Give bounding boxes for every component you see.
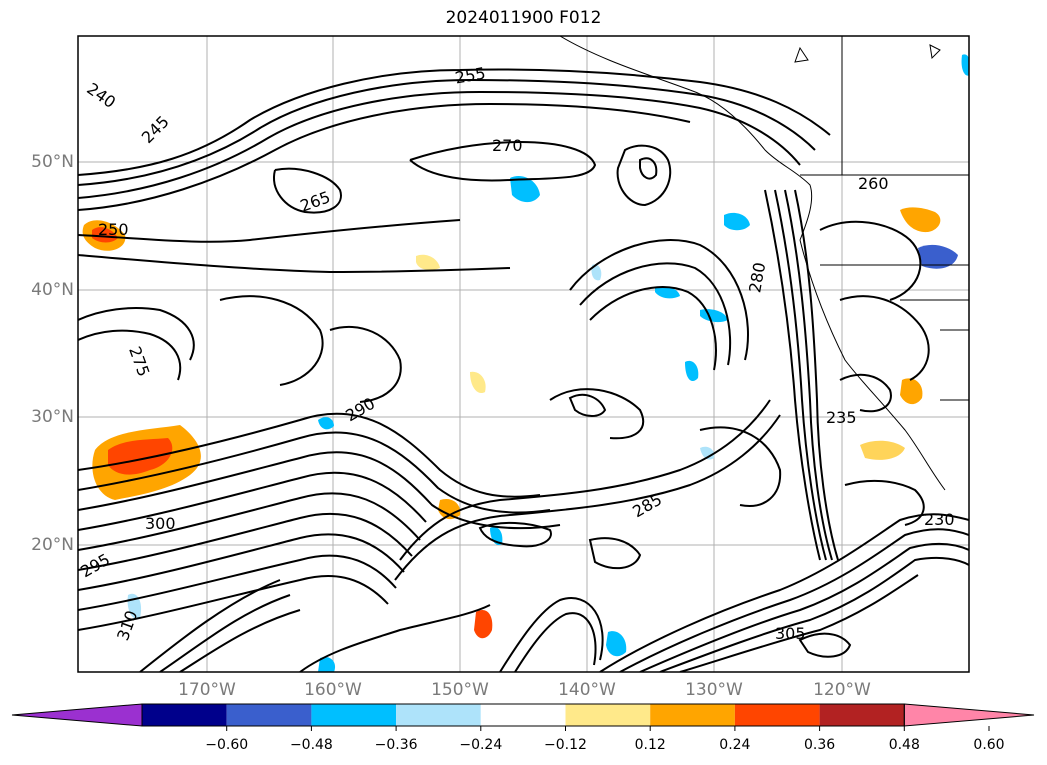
lat-label-50n: 50°N	[31, 152, 74, 172]
shaded-fields	[82, 54, 969, 672]
lon-label-120w: 120°W	[813, 680, 871, 700]
colorbar-tick-label: 0.60	[973, 737, 1005, 753]
colorbar-tick-label: 0.12	[634, 737, 666, 753]
colorbar-border	[141, 703, 905, 727]
lon-label-170w: 170°W	[178, 680, 236, 700]
colorbar-tick-label: 0.24	[719, 737, 751, 753]
coastline	[559, 36, 969, 491]
colorbar-segment	[819, 704, 905, 726]
lat-label-20n: 20°N	[31, 535, 74, 555]
map-frame	[77, 35, 970, 673]
contour-label: 250	[98, 220, 129, 239]
contour-label: 305	[775, 624, 806, 643]
colorbar-extend-low	[11, 703, 143, 727]
colorbar-segment	[396, 704, 481, 726]
contour-label: 300	[145, 514, 176, 533]
colorbar-tick-label: 0.36	[804, 737, 836, 753]
lon-label-130w: 130°W	[685, 680, 743, 700]
lon-label-160w: 160°W	[304, 680, 362, 700]
colorbar-segment	[734, 704, 820, 726]
colorbar-segment	[226, 704, 312, 726]
colorbar-tick-label: −0.36	[374, 737, 418, 753]
contour-label: 230	[924, 510, 955, 529]
colorbar-extend-high	[903, 703, 1035, 727]
contour-label: 260	[858, 174, 889, 193]
lon-label-140w: 140°W	[558, 680, 616, 700]
colorbar-tick-label: −0.60	[205, 737, 249, 753]
map-title: 2024011900 F012	[445, 8, 602, 28]
colorbar-segment	[480, 704, 566, 726]
colorbar-segment	[142, 704, 227, 726]
colorbar-tick-label: 0.48	[888, 737, 920, 753]
lon-label-150w: 150°W	[431, 680, 489, 700]
colorbar-segment	[650, 704, 735, 726]
map-canvas	[77, 35, 970, 673]
lat-label-30n: 30°N	[31, 407, 74, 427]
colorbar-tick-label: −0.12	[544, 737, 587, 753]
colorbar-segment	[311, 704, 397, 726]
contour-label: 270	[492, 136, 523, 155]
contour-lines	[78, 68, 969, 672]
contour-label: 235	[826, 408, 857, 427]
colorbar-segment	[565, 704, 651, 726]
colorbar-tick-label: −0.48	[289, 737, 333, 753]
map-background	[78, 36, 969, 672]
colorbar-tick-label: −0.24	[459, 737, 503, 753]
colorbar-segments	[11, 703, 1035, 731]
lat-label-40n: 40°N	[31, 280, 74, 300]
